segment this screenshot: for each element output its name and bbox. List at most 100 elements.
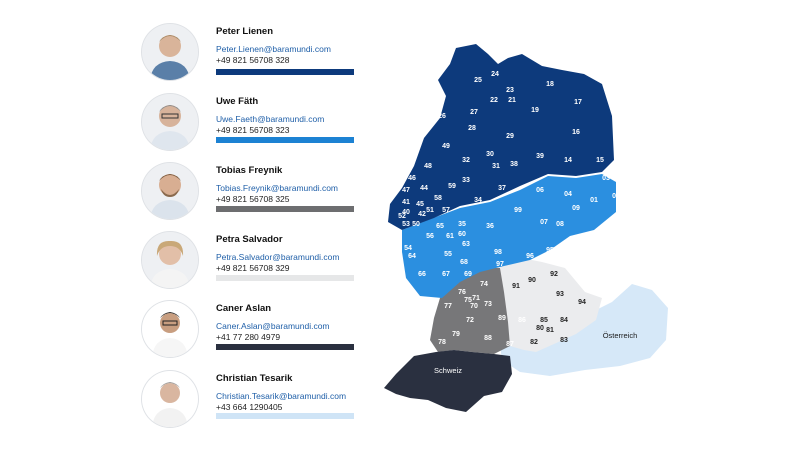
region-label-15: 15 [596,157,604,164]
region-label-73: 73 [484,301,492,308]
region-light-gray-shape [500,258,602,352]
region-label-52: 52 [398,213,406,220]
contact-phone: +49 821 56708 329 [216,263,290,273]
contact-email-link[interactable]: Tobias.Freynik@baramundi.com [216,183,339,193]
region-light-blue-shape [402,174,616,298]
region-label-85: 85 [540,317,548,324]
region-label-88: 88 [484,335,492,342]
region-label-48: 48 [424,163,432,170]
contact-email-link[interactable]: Peter.Lienen@baramundi.com [216,44,331,54]
region-color-bar [216,206,354,212]
region-label-32: 32 [462,157,470,164]
region-number-labels-light-gray: 91 90 92 93 94 85 84 80 81 83 82 [512,271,586,346]
region-label-69: 69 [464,271,472,278]
contact-email-link[interactable]: Petra.Salvador@baramundi.com [216,252,340,262]
switzerland-label: Schweiz [434,366,462,375]
avatar [142,301,198,357]
region-label-83: 83 [560,337,568,344]
region-label-09: 09 [572,205,580,212]
region-label-60: 60 [458,231,466,238]
region-color-bar [216,344,354,350]
region-label-40: 40 [402,209,410,216]
contact-email-link[interactable]: Uwe.Faeth@baramundi.com [216,114,325,124]
region-label-14: 14 [564,157,572,164]
austria-label: Österreich [603,331,638,340]
region-label-34: 34 [474,197,482,204]
contact-phone: +49 821 56708 328 [216,55,290,65]
region-label-76: 76 [458,289,466,296]
region-label-37: 37 [498,185,506,192]
region-label-59: 59 [448,183,456,190]
region-dark-blue-shape [388,44,614,230]
region-label-98: 98 [494,249,502,256]
region-label-95: 95 [546,247,554,254]
region-label-26: 26 [438,113,446,120]
region-label-47: 47 [402,187,410,194]
contact-email-link[interactable]: Caner.Aslan@baramundi.com [216,321,330,331]
contact-name: Peter Lienen [216,26,274,37]
region-label-63: 63 [462,241,470,248]
region-label-61: 61 [446,233,454,240]
region-label-74: 74 [480,281,488,288]
region-label-72: 72 [466,317,474,324]
region-label-68: 68 [460,259,468,266]
region-label-06: 06 [536,187,544,194]
region-label-96: 96 [526,253,534,260]
region-label-07: 07 [540,219,548,226]
region-label-94: 94 [578,299,586,306]
region-label-81: 81 [546,327,554,334]
region-label-03: 03 [602,175,610,182]
contact-card: Uwe Fäth Uwe.Faeth@baramundi.com +49 821… [140,94,360,154]
region-label-71: 71 [472,295,480,302]
region-label-22: 22 [490,97,498,104]
region-label-80: 80 [536,325,544,332]
contact-name: Uwe Fäth [216,96,259,107]
contact-name: Caner Aslan [216,303,272,314]
avatar [142,24,198,80]
region-label-16: 16 [572,129,580,136]
region-label-38: 38 [510,161,518,168]
region-label-58: 58 [434,195,442,202]
region-label-31: 31 [492,163,500,170]
contact-name: Tobias Freynik [216,165,283,176]
contact-card: Peter Lienen Peter.Lienen@baramundi.com … [140,24,360,84]
avatar [142,232,198,288]
region-number-labels: 25 24 23 18 17 22 21 19 16 26 27 28 29 3… [398,71,620,348]
region-label-18: 18 [546,81,554,88]
region-label-55: 55 [444,251,452,258]
region-label-89: 89 [498,315,506,322]
contact-phone: +49 821 56708 325 [216,194,290,204]
contact-card: Tobias Freynik Tobias.Freynik@baramundi.… [140,163,360,223]
avatar [142,371,198,427]
region-label-36: 36 [486,223,494,230]
region-label-70: 70 [470,303,478,310]
contact-email-link[interactable]: Christian.Tesarik@baramundi.com [216,391,347,401]
region-label-25: 25 [474,77,482,84]
contact-phone: +41 77 280 4979 [216,332,281,342]
contact-card: Petra Salvador Petra.Salvador@baramundi.… [140,232,360,292]
region-label-17: 17 [574,99,582,106]
region-label-51: 51 [426,207,434,214]
region-label-84: 84 [560,317,568,324]
region-label-64: 64 [408,253,416,260]
region-label-50: 50 [412,221,420,228]
avatar [142,94,198,150]
austria-shape [500,284,668,376]
region-label-21: 21 [508,97,516,104]
region-label-77: 77 [444,303,452,310]
region-label-42: 42 [418,211,426,218]
region-label-24: 24 [491,71,499,78]
region-label-19: 19 [531,107,539,114]
region-label-97: 97 [496,261,504,268]
region-label-56: 56 [426,233,434,240]
region-label-82: 82 [530,339,538,346]
region-label-54: 54 [404,245,412,252]
region-color-bar [216,413,354,419]
region-label-41: 41 [402,199,410,206]
region-color-bar [216,275,354,281]
contact-name: Petra Salvador [216,234,283,245]
region-label-29: 29 [506,133,514,140]
region-label-08: 08 [556,221,564,228]
region-label-93: 93 [556,291,564,298]
region-label-49: 49 [442,143,450,150]
